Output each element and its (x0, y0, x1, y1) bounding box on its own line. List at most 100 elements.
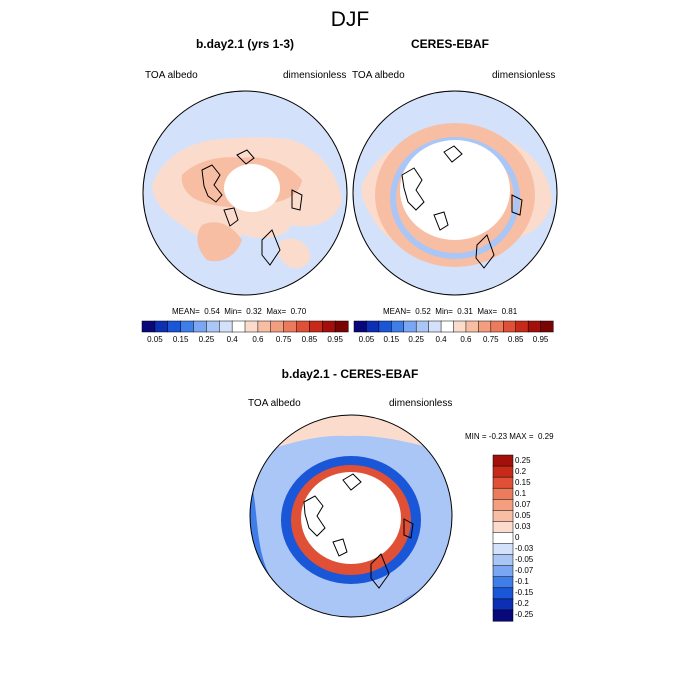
panel-right-stats: MEAN= 0.52 Min= 0.31 Max= 0.81 (383, 307, 518, 316)
colorbar-tick-label: 0.05 (147, 335, 163, 344)
map-right-polar-cap (400, 140, 510, 240)
panel-left-variable: TOA albedo (145, 70, 198, 81)
colorbar-swatch (257, 320, 272, 333)
panel-right-units: dimensionless (492, 70, 556, 81)
colorbar-tick-label: 0.6 (252, 335, 264, 344)
panel-left-stats: MEAN= 0.54 Min= 0.32 Max= 0.70 (172, 307, 307, 316)
colorbar-swatch (492, 565, 514, 578)
colorbar-swatch (492, 576, 514, 589)
colorbar-swatch (492, 510, 514, 522)
colorbar-tick-label: 0.1 (515, 488, 527, 498)
colorbar-swatch (503, 320, 517, 333)
colorbar-swatch (440, 320, 455, 333)
colorbar-swatch (492, 609, 514, 622)
colorbar-right: 0.05 0.15 0.25 0.4 0.6 0.75 0.85 0.95 (353, 320, 554, 344)
colorbar-right-swatches (353, 320, 554, 333)
colorbar-swatch (465, 320, 479, 333)
colorbar-swatch (492, 554, 514, 567)
panel-right-title: CERES-EBAF (410, 37, 489, 51)
colorbar-swatch (403, 320, 417, 333)
colorbar-tick-label: 0 (515, 533, 520, 542)
colorbar-tick-label: 0.75 (275, 335, 292, 344)
colorbar-tick-label: 0.85 (301, 335, 318, 344)
map-right (352, 90, 558, 296)
map-diff-polar-cap (301, 472, 401, 564)
colorbar-tick-label: 0.15 (515, 477, 531, 487)
map-right-coastlines (401, 145, 523, 269)
map-diff-coastlines (303, 473, 414, 589)
colorbar-swatch (453, 320, 467, 333)
colorbar-tick-label: 0.07 (515, 499, 531, 509)
colorbar-swatch (154, 320, 169, 333)
colorbar-diff-swatches (492, 454, 514, 622)
colorbar-swatch (428, 320, 442, 333)
colorbar-swatch (283, 320, 298, 333)
colorbar-swatch (415, 320, 430, 333)
colorbar-tick-label: 0.85 (507, 335, 524, 344)
colorbar-swatch (231, 320, 246, 333)
colorbar-swatch (391, 320, 405, 333)
colorbar-swatch (492, 532, 514, 545)
map-right-border (352, 90, 558, 296)
colorbar-swatch (492, 587, 514, 600)
map-diff (249, 414, 453, 618)
colorbar-tick-label: -0.1 (515, 577, 529, 587)
map-left-albedo-region-2 (278, 238, 311, 269)
colorbar-tick-label: -0.03 (515, 544, 534, 554)
colorbar-tick-label: 0.05 (358, 335, 375, 344)
colorbar-tick-label: -0.2 (515, 599, 529, 609)
colorbar-diff-labels: 0.25 0.2 0.15 0.1 0.07 0.05 0.03 0 -0.03 -0.05 -0.… (515, 455, 555, 621)
colorbar-tick-label: 0.6 (460, 335, 472, 344)
diff-units: dimensionless (389, 398, 453, 409)
map-left-coastlines (201, 149, 303, 266)
map-left-polar-cap (224, 164, 280, 212)
figure-title: DJF (330, 8, 370, 31)
panel-left-units: dimensionless (283, 70, 347, 81)
colorbar-swatch (492, 543, 514, 556)
colorbar-tick-label: -0.15 (515, 588, 534, 598)
colorbar-tick-label: 0.4 (226, 335, 238, 344)
colorbar-swatch (309, 320, 323, 333)
colorbar-swatch (296, 320, 310, 333)
colorbar-swatch (180, 320, 195, 333)
panel-left-title: b.day2.1 (yrs 1-3) (195, 37, 295, 51)
colorbar-swatch (492, 598, 514, 611)
colorbar-swatch (322, 320, 336, 333)
colorbar-diff (492, 454, 514, 622)
colorbar-swatch (527, 320, 542, 333)
colorbar-swatch (353, 320, 367, 333)
colorbar-tick-label: 0.25 (515, 455, 531, 465)
colorbar-swatch (206, 320, 220, 333)
colorbar-swatch (492, 476, 514, 489)
colorbar-swatch (167, 320, 182, 333)
map-left (142, 90, 348, 296)
panel-right-variable: TOA albedo (352, 70, 405, 81)
colorbar-swatch (219, 320, 233, 333)
colorbar-swatch (334, 320, 349, 333)
colorbar-swatch (270, 320, 285, 333)
colorbar-swatch (492, 487, 514, 500)
colorbar-swatch (490, 320, 504, 333)
colorbar-tick-label: 0.95 (327, 335, 343, 344)
colorbar-tick-label: 0.05 (515, 510, 531, 520)
colorbar-swatch (492, 465, 514, 478)
colorbar-tick-label: 0.15 (383, 335, 400, 344)
colorbar-swatch (193, 320, 207, 333)
diff-stats: MIN = -0.23 MAX = 0.29 (465, 432, 554, 441)
colorbar-tick-label: 0.15 (172, 335, 189, 344)
colorbar-tick-label: -0.05 (515, 555, 534, 565)
map-left-border (142, 90, 348, 296)
colorbar-swatch (492, 454, 514, 467)
colorbar-tick-label: -0.07 (515, 566, 534, 576)
colorbar-tick-label: 0.25 (198, 335, 215, 344)
colorbar-swatch (141, 320, 156, 333)
colorbar-tick-label: -0.25 (515, 610, 534, 620)
colorbar-swatch (492, 499, 514, 511)
colorbar-left-swatches (141, 320, 349, 333)
colorbar-swatch (244, 320, 259, 333)
colorbar-tick-label: 0.4 (435, 335, 447, 344)
colorbar-tick-label: 0.2 (515, 466, 527, 476)
map-left-albedo-high-2 (197, 222, 242, 262)
diff-variable: TOA albedo (248, 398, 301, 409)
colorbar-swatch (540, 320, 554, 333)
